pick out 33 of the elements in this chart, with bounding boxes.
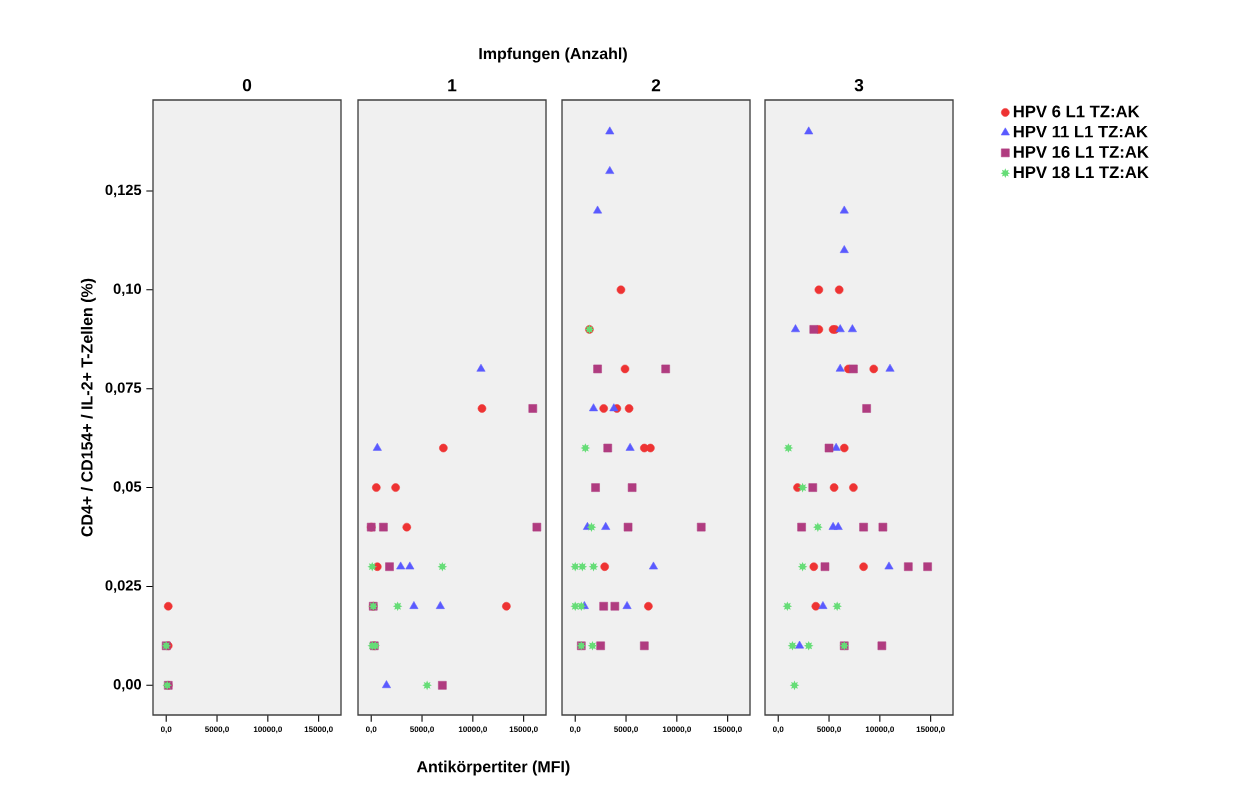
y-tick-label: 0,075 [105, 382, 142, 395]
y-tick-label: 0,10 [113, 283, 142, 297]
x-tick-label: 10000,0 [865, 726, 894, 734]
x-tick-label: 5000,0 [205, 726, 229, 734]
x-tick-label: 0,0 [160, 726, 172, 734]
x-tick-label: 5000,0 [410, 726, 434, 734]
x-tick-label: 15000,0 [509, 726, 538, 734]
x-tick-label: 15000,0 [916, 726, 945, 734]
x-tick-label: 5000,0 [614, 726, 638, 734]
x-tick-label: 0,0 [569, 726, 581, 734]
x-tick-label: 15000,0 [713, 726, 742, 734]
legend-label: HPV 16 L1 TZ:AK [1013, 146, 1149, 158]
legend-label: HPV 6 L1 TZ:AK [1013, 105, 1140, 118]
x-tick-label: 10000,0 [662, 726, 691, 734]
x-tick-label: 10000,0 [458, 726, 487, 734]
x-axis-title: Antikörpertiter (MFI) [416, 760, 570, 776]
x-tick-label: 0,0 [365, 726, 377, 734]
y-tick-label: 0,025 [105, 580, 142, 593]
chart-title: 3 [854, 78, 864, 92]
chart-title: 2 [651, 79, 661, 92]
chart-title: 0 [242, 79, 252, 92]
chart-title: 1 [448, 79, 457, 92]
y-tick-label: 0,125 [105, 184, 142, 198]
x-tick-label: 15000,0 [304, 726, 333, 734]
x-tick-label: 10000,0 [253, 726, 282, 734]
y-axis-title: CD4+ / CD154+ / IL-2+ T-Zellen (%) [80, 278, 96, 537]
x-tick-label: 0,0 [772, 726, 784, 734]
y-tick-label: 0,05 [113, 481, 142, 494]
x-tick-label: 5000,0 [817, 726, 841, 734]
text: Impfungen (Anzahl) [479, 47, 627, 63]
y-tick-label: 0,00 [113, 679, 142, 692]
legend-label: HPV 11 L1 TZ:AK [1013, 125, 1148, 138]
legend-label: HPV 18 L1 TZ:AK [1013, 166, 1149, 179]
